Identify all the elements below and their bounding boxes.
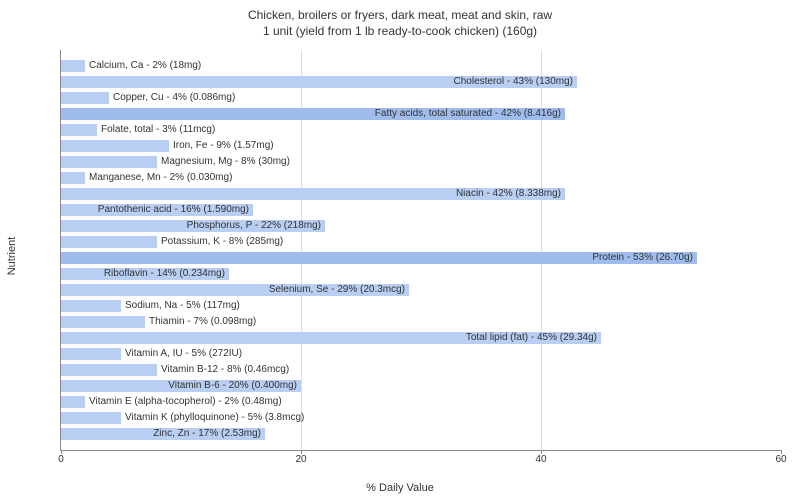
- bar: Calcium, Ca - 2% (18mg): [61, 60, 85, 72]
- title-line-2: 1 unit (yield from 1 lb ready-to-cook ch…: [0, 24, 800, 40]
- bar-label: Phosphorus, P - 22% (218mg): [187, 220, 321, 232]
- plot-area: 0204060Calcium, Ca - 2% (18mg)Cholestero…: [60, 50, 781, 451]
- x-tick-label: 20: [295, 454, 306, 465]
- bar: Vitamin B-6 - 20% (0.400mg): [61, 380, 301, 392]
- y-axis-label: Nutrient: [6, 237, 18, 276]
- bar: Manganese, Mn - 2% (0.030mg): [61, 172, 85, 184]
- chart-title: Chicken, broilers or fryers, dark meat, …: [0, 0, 800, 39]
- bar-label: Vitamin E (alpha-tocopherol) - 2% (0.48m…: [89, 396, 282, 408]
- bar: Magnesium, Mg - 8% (30mg): [61, 156, 157, 168]
- bar-label: Total lipid (fat) - 45% (29.34g): [466, 332, 597, 344]
- bar: Cholesterol - 43% (130mg): [61, 76, 577, 88]
- bar-label: Vitamin A, IU - 5% (272IU): [125, 348, 242, 360]
- x-tick-label: 0: [58, 454, 64, 465]
- bar: Vitamin E (alpha-tocopherol) - 2% (0.48m…: [61, 396, 85, 408]
- bar: Vitamin K (phylloquinone) - 5% (3.8mcg): [61, 412, 121, 424]
- bar-label: Iron, Fe - 9% (1.57mg): [173, 140, 274, 152]
- bar: Iron, Fe - 9% (1.57mg): [61, 140, 169, 152]
- bar-label: Niacin - 42% (8.338mg): [456, 188, 561, 200]
- bar: Phosphorus, P - 22% (218mg): [61, 220, 325, 232]
- bar-label: Zinc, Zn - 17% (2.53mg): [153, 428, 261, 440]
- x-axis-label: % Daily Value: [366, 482, 434, 494]
- bar: Total lipid (fat) - 45% (29.34g): [61, 332, 601, 344]
- bar-label: Magnesium, Mg - 8% (30mg): [161, 156, 290, 168]
- bar-label: Vitamin B-12 - 8% (0.46mcg): [161, 364, 289, 376]
- bar: Sodium, Na - 5% (117mg): [61, 300, 121, 312]
- bar: Zinc, Zn - 17% (2.53mg): [61, 428, 265, 440]
- bar: Fatty acids, total saturated - 42% (8.41…: [61, 108, 565, 120]
- bar: Riboflavin - 14% (0.234mg): [61, 268, 229, 280]
- bar: Niacin - 42% (8.338mg): [61, 188, 565, 200]
- x-tick-label: 60: [775, 454, 786, 465]
- bar-label: Pantothenic acid - 16% (1.590mg): [98, 204, 249, 216]
- bar: Selenium, Se - 29% (20.3mcg): [61, 284, 409, 296]
- bar-label: Calcium, Ca - 2% (18mg): [89, 60, 201, 72]
- bar-label: Folate, total - 3% (11mcg): [101, 124, 215, 136]
- title-line-1: Chicken, broilers or fryers, dark meat, …: [0, 8, 800, 24]
- x-tick-label: 40: [535, 454, 546, 465]
- bar-label: Copper, Cu - 4% (0.086mg): [113, 92, 235, 104]
- bar-label: Protein - 53% (26.70g): [592, 252, 693, 264]
- bar: Potassium, K - 8% (285mg): [61, 236, 157, 248]
- bar-label: Sodium, Na - 5% (117mg): [125, 300, 240, 312]
- bar: Vitamin A, IU - 5% (272IU): [61, 348, 121, 360]
- bar: Folate, total - 3% (11mcg): [61, 124, 97, 136]
- bar-label: Potassium, K - 8% (285mg): [161, 236, 283, 248]
- bar-label: Fatty acids, total saturated - 42% (8.41…: [375, 108, 561, 120]
- bar: Copper, Cu - 4% (0.086mg): [61, 92, 109, 104]
- bar: Pantothenic acid - 16% (1.590mg): [61, 204, 253, 216]
- bar: Protein - 53% (26.70g): [61, 252, 697, 264]
- bar-label: Cholesterol - 43% (130mg): [454, 76, 574, 88]
- bar-label: Manganese, Mn - 2% (0.030mg): [89, 172, 232, 184]
- bar-label: Vitamin K (phylloquinone) - 5% (3.8mcg): [125, 412, 304, 424]
- bar: Vitamin B-12 - 8% (0.46mcg): [61, 364, 157, 376]
- bar: Thiamin - 7% (0.098mg): [61, 316, 145, 328]
- bar-label: Vitamin B-6 - 20% (0.400mg): [168, 380, 297, 392]
- bar-label: Thiamin - 7% (0.098mg): [149, 316, 256, 328]
- chart-container: Chicken, broilers or fryers, dark meat, …: [0, 0, 800, 500]
- bar-label: Riboflavin - 14% (0.234mg): [104, 268, 225, 280]
- bar-label: Selenium, Se - 29% (20.3mcg): [269, 284, 405, 296]
